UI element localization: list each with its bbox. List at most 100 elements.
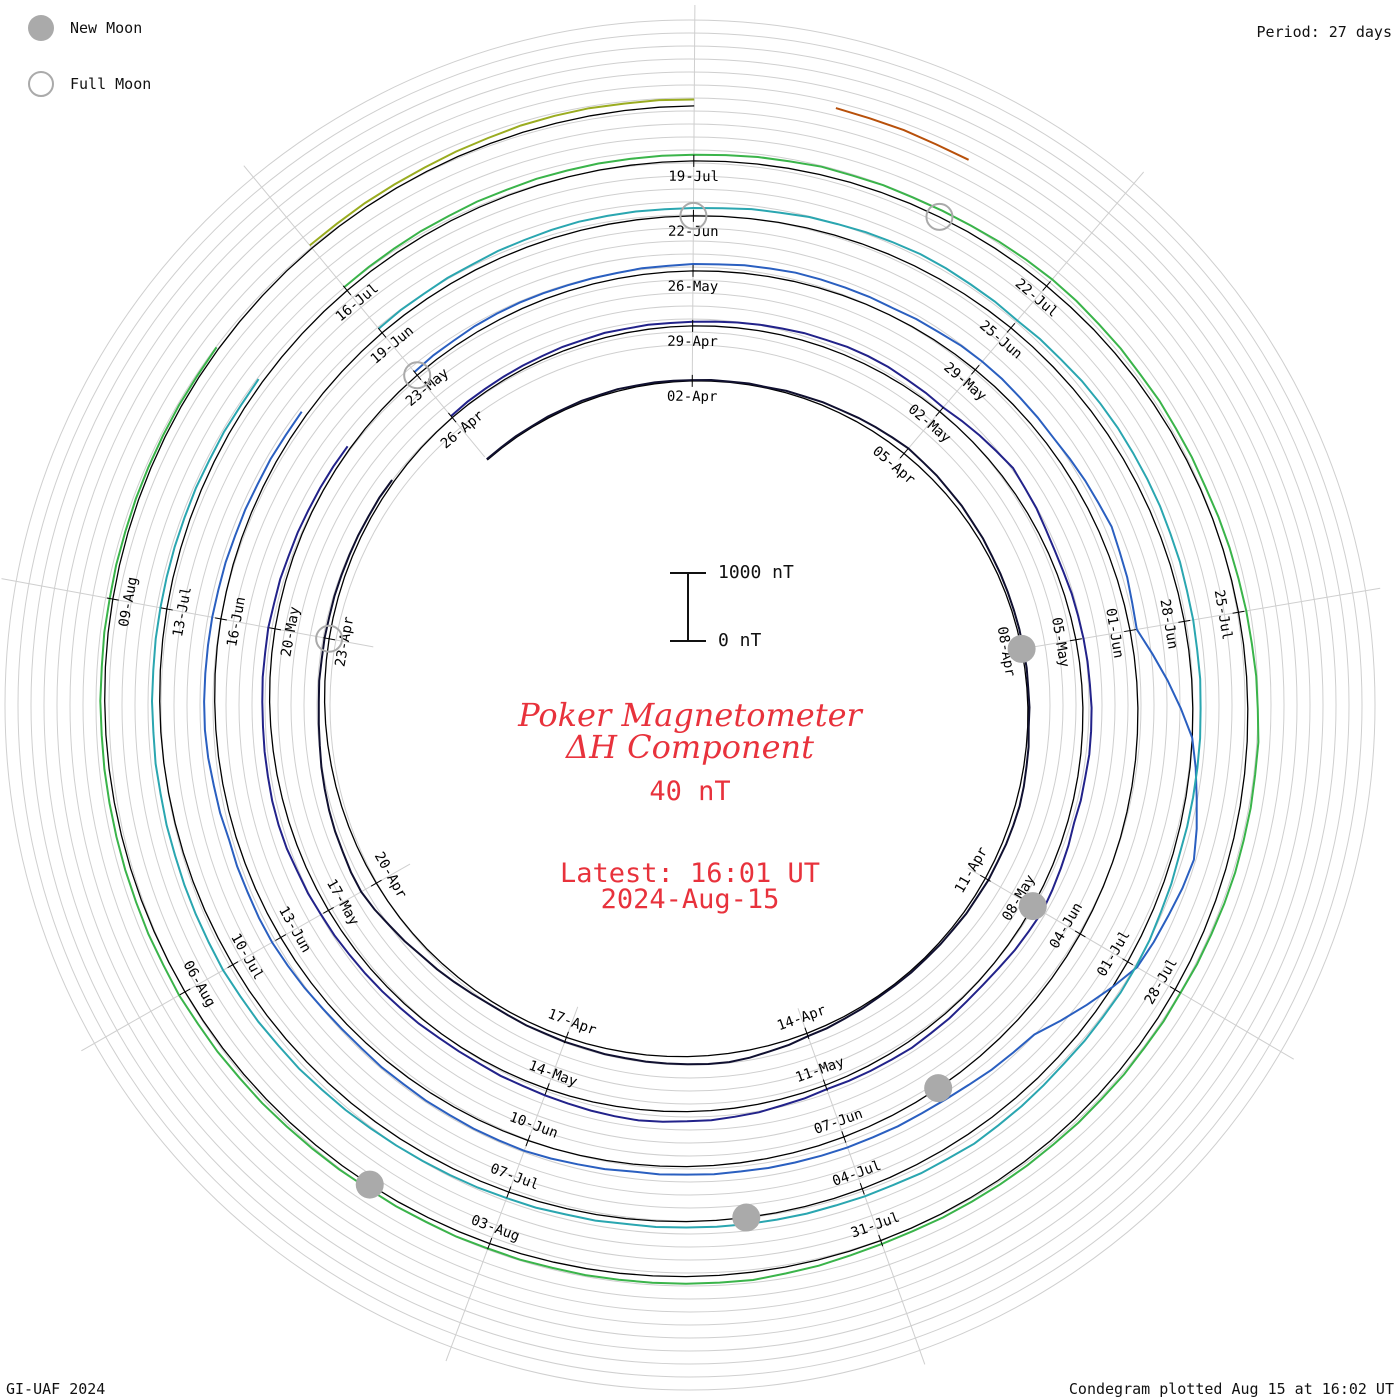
date-tick-mark — [323, 637, 336, 641]
date-tick-mark — [448, 412, 457, 423]
new-moon-marker — [732, 1203, 761, 1232]
date-tick-mark — [1232, 610, 1245, 614]
chart-subtitle: ΔH Component — [565, 728, 815, 766]
grid-ring — [264, 279, 1116, 1131]
grid-ring — [277, 292, 1103, 1118]
date-tick-mark — [878, 1234, 884, 1247]
new-moon-marker — [1007, 634, 1036, 663]
date-tick-mark — [106, 597, 119, 601]
date-tick-label: 16-Jul — [333, 281, 382, 326]
grid-ring — [82, 97, 1298, 1313]
date-tick-mark — [935, 406, 944, 417]
date-tick-mark — [1122, 958, 1134, 966]
new-moon-icon — [28, 15, 54, 41]
scale-bottom-label: 0 nT — [718, 630, 762, 651]
date-tick-label: 06-Aug — [179, 958, 218, 1010]
latest-date: 2024-Aug-15 — [600, 884, 780, 915]
moon-phase-layer — [315, 201, 1047, 1232]
grid-ring — [134, 149, 1246, 1261]
date-tick-mark — [269, 627, 282, 631]
grid-ring — [17, 32, 1363, 1378]
grid-ring — [225, 240, 1155, 1170]
date-tick-mark — [822, 1079, 828, 1091]
legend-full-moon: Full Moon — [28, 71, 151, 97]
footer-credit: GI-UAF 2024 — [6, 1380, 106, 1398]
data-series-line — [317, 378, 1031, 1066]
full-moon-marker — [315, 624, 344, 653]
legend-full-moon-label: Full Moon — [70, 75, 152, 93]
grid-ring — [43, 58, 1337, 1352]
date-tick-mark — [370, 879, 382, 887]
scale-top-label: 1000 nT — [718, 562, 794, 583]
date-tick-mark — [412, 370, 422, 381]
date-tick-label: 17-Apr — [545, 1006, 598, 1039]
date-tick-label: 10-Jul — [227, 931, 266, 983]
date-tick-mark — [275, 934, 287, 941]
date-tick-label: 04-Jul — [830, 1158, 883, 1190]
date-tick-label: 19-Jul — [668, 169, 719, 185]
date-tick-label: 05-May — [1048, 616, 1072, 669]
date-tick-label: 16-Jun — [224, 595, 249, 648]
date-tick-mark — [859, 1182, 865, 1195]
date-tick-label: 22-Jun — [668, 224, 719, 240]
date-tick-mark — [1169, 986, 1181, 994]
date-tick-mark — [214, 617, 227, 621]
full-moon-icon — [28, 71, 54, 97]
grid-ring — [238, 253, 1142, 1157]
data-series-line — [99, 153, 1260, 1285]
date-tick-mark — [544, 1083, 550, 1095]
new-moon-marker — [355, 1170, 384, 1199]
date-tick-mark — [323, 906, 334, 914]
date-tick-mark — [160, 607, 173, 611]
date-tick-label: 26-May — [668, 279, 719, 295]
date-tick-label: 09-Aug — [116, 576, 141, 629]
new-moon-marker — [924, 1074, 953, 1103]
date-tick-mark — [1006, 322, 1016, 333]
date-tick-mark — [525, 1134, 531, 1147]
date-tick-mark — [804, 1027, 810, 1040]
grid-ring — [251, 266, 1129, 1144]
date-tick-mark — [179, 988, 191, 996]
date-tick-label: 20-May — [278, 605, 303, 658]
grid-ring — [4, 19, 1376, 1391]
date-tick-label: 07-Jun — [812, 1106, 865, 1138]
period-label: Period: 27 days — [1256, 23, 1392, 41]
grid-ring — [95, 110, 1285, 1300]
grid-spoke — [1, 578, 374, 648]
data-series-line — [150, 206, 1202, 1229]
date-tick-mark — [1178, 619, 1191, 623]
date-tick-mark — [506, 1186, 512, 1198]
grid-ring — [108, 123, 1272, 1287]
date-tick-mark — [971, 364, 980, 375]
date-tick-mark — [1069, 638, 1082, 642]
grid-ring — [147, 162, 1233, 1248]
baseline-label: 40 nT — [649, 776, 731, 807]
data-series-layer — [99, 98, 1260, 1285]
date-tick-label: 25-Jun — [976, 318, 1025, 363]
date-tick-label: 29-Apr — [667, 334, 718, 350]
data-series-line — [835, 107, 970, 161]
date-tick-label: 23-Apr — [332, 615, 357, 668]
date-tick-mark — [979, 874, 991, 882]
chart-title: Poker Magnetometer — [518, 696, 862, 734]
data-series-line — [309, 98, 695, 247]
date-tick-mark — [227, 961, 239, 969]
date-tick-label: 22-Jul — [1012, 276, 1061, 321]
date-tick-mark — [841, 1131, 847, 1143]
date-tick-label: 14-Apr — [775, 1002, 828, 1034]
date-tick-mark — [1042, 281, 1051, 291]
full-moon-marker — [679, 201, 708, 230]
legend-new-moon: New Moon — [28, 15, 142, 41]
date-tick-label: 07-Jul — [488, 1161, 541, 1194]
date-tick-mark — [899, 448, 909, 459]
grid-ring — [69, 84, 1311, 1326]
date-tick-label: 02-May — [905, 401, 954, 446]
date-tick-label: 02-Apr — [667, 389, 718, 405]
scale-bar — [670, 572, 706, 642]
grid-spoke — [243, 165, 486, 458]
date-tick-label: 14-May — [526, 1058, 579, 1091]
new-moon-marker — [1018, 892, 1047, 921]
grid-ring — [160, 175, 1220, 1235]
grid-ring — [290, 305, 1090, 1105]
